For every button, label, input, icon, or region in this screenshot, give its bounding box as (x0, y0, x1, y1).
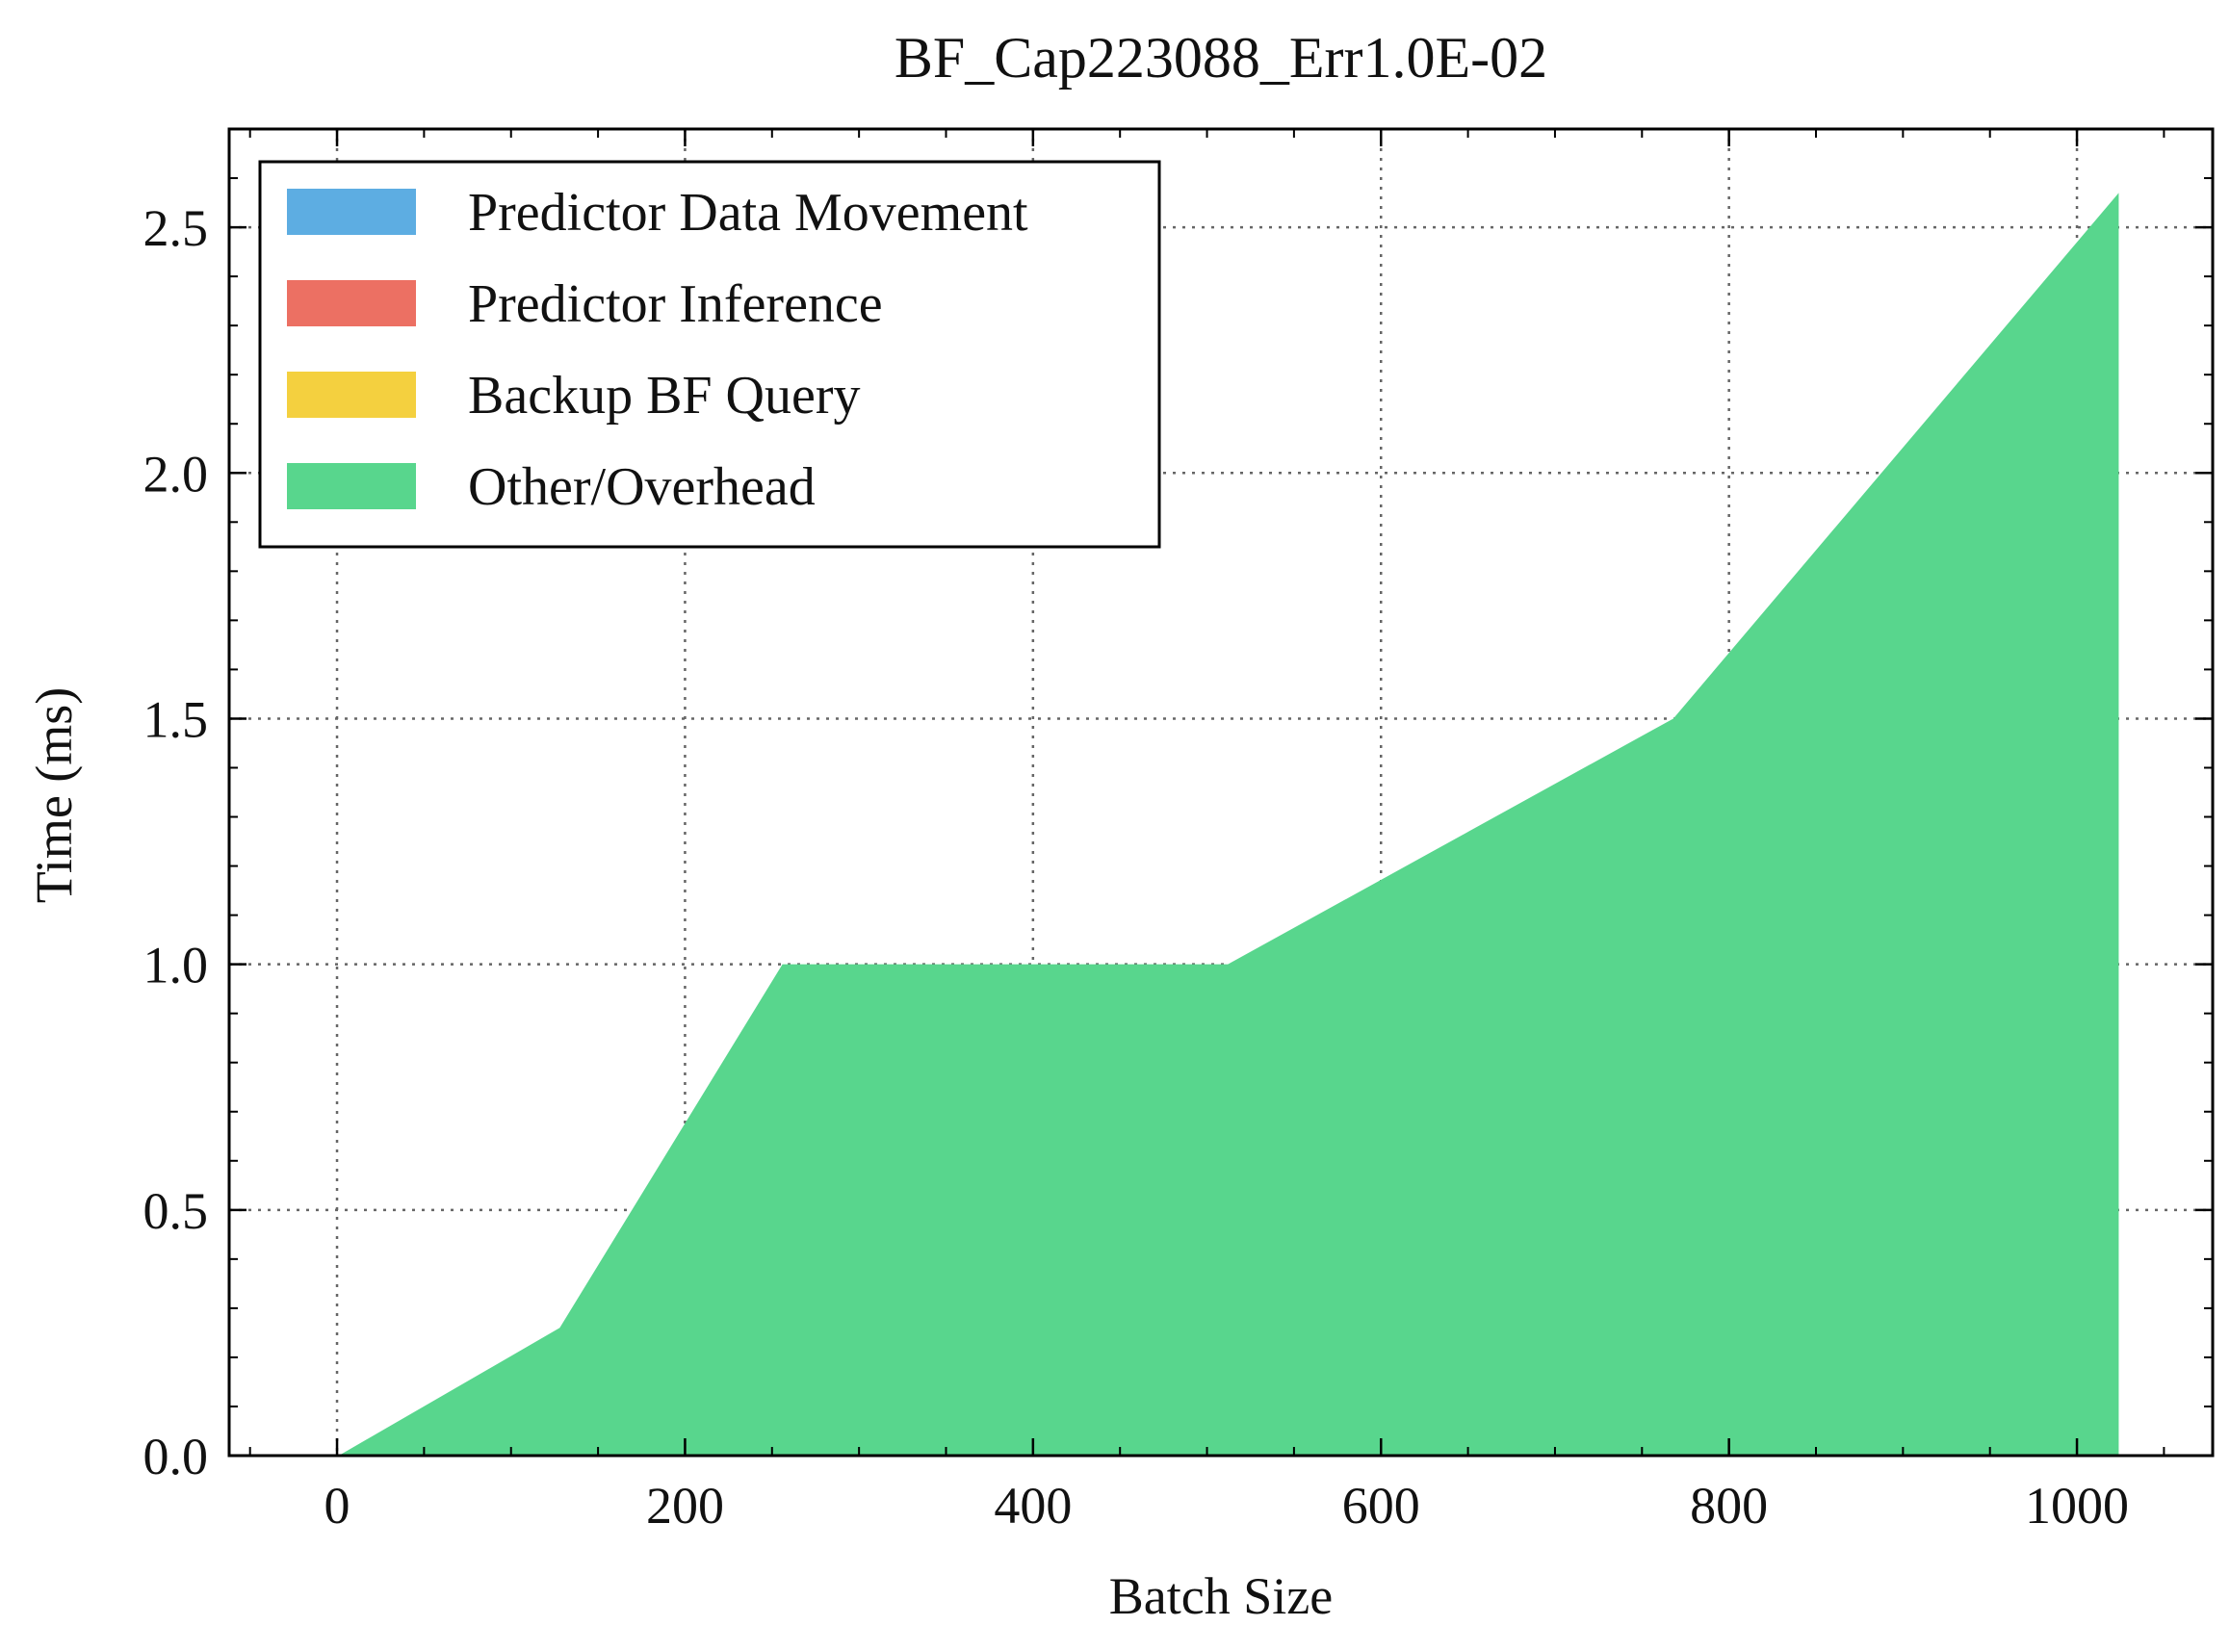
x-tick-label-3: 600 (1342, 1477, 1420, 1535)
legend-label-0: Predictor Data Movement (468, 183, 1028, 243)
legend-swatch-0 (287, 189, 416, 235)
legend-swatch-2 (287, 372, 416, 418)
area-series-3 (338, 193, 2119, 1457)
x-axis-label: Batch Size (1109, 1567, 1333, 1625)
legend: Predictor Data Movement Predictor Inferen… (258, 160, 1161, 549)
y-tick-label-2: 1.0 (143, 937, 209, 994)
y-tick-label-4: 2.0 (143, 445, 209, 503)
x-tick-label-4: 800 (1690, 1477, 1768, 1535)
axes (227, 127, 2215, 1458)
ticks: 0 200 400 600 800 1000 0.0 0.5 1.0 1.5 2.0 2.5 (143, 128, 2213, 1535)
legend-swatch-3 (287, 463, 416, 509)
legend-label-2: Backup BF Query (468, 366, 861, 426)
x-tick-label-2: 400 (994, 1477, 1072, 1535)
y-axis-label: Time (ms) (25, 687, 83, 904)
y-tick-label-1: 0.5 (143, 1182, 209, 1240)
plot-frame (227, 127, 2215, 1458)
y-tick-label-5: 2.5 (143, 199, 209, 257)
x-tick-label-1: 200 (646, 1477, 724, 1535)
x-tick-label-5: 1000 (2025, 1477, 2129, 1535)
legend-label-3: Other/Overhead (468, 457, 816, 517)
legend-label-1: Predictor Inference (468, 274, 883, 334)
x-tick-label-0: 0 (324, 1477, 350, 1535)
y-tick-label-0: 0.0 (143, 1428, 209, 1485)
legend-swatch-1 (287, 280, 416, 326)
y-tick-label-3: 1.5 (143, 690, 209, 748)
area-layer (338, 193, 2119, 1457)
chart-title: BF_Cap223088_Err1.0E-02 (895, 26, 1547, 90)
